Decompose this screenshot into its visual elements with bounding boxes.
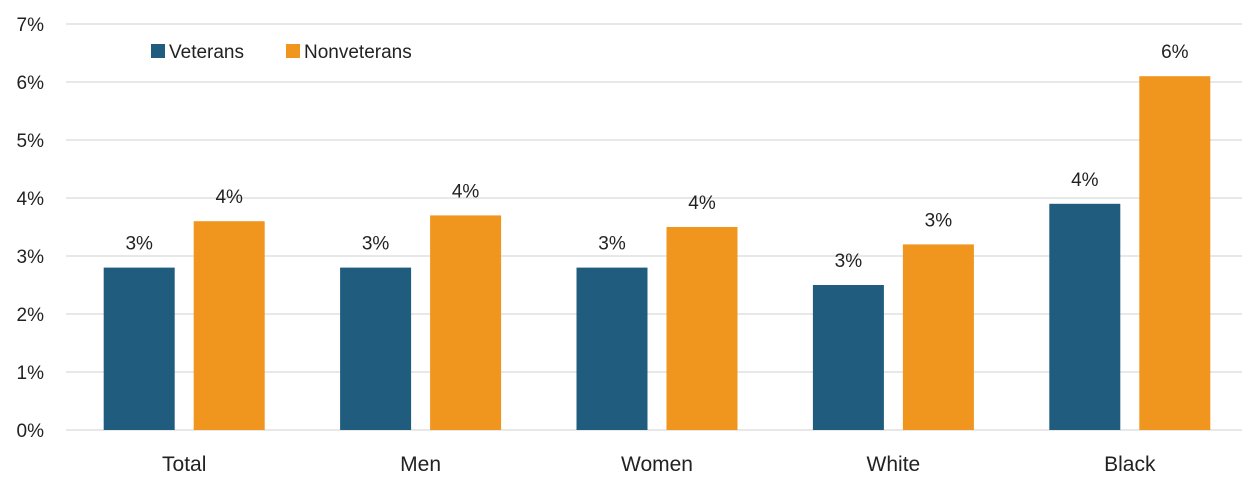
bar-veterans-men [340,267,412,430]
data-label: 4% [1071,170,1099,191]
y-tick-label: 2% [17,305,45,326]
y-tick-label: 1% [17,363,45,384]
legend-swatch-nonveterans [286,44,300,58]
bar-nonveterans-total [193,221,265,430]
bar-veterans-total [103,267,175,430]
data-label: 6% [1161,42,1189,63]
data-label: 3% [125,234,153,255]
y-axis-ticks: 0% 1% 2% 3% 4% 5% 6% 7% [17,15,45,442]
y-tick-label: 4% [17,189,45,210]
y-tick-label: 3% [17,247,45,268]
bar-nonveterans-black [1139,76,1211,430]
y-tick-label: 6% [17,73,45,94]
y-tick-label: 0% [17,421,45,442]
data-label: 3% [925,210,953,231]
data-labels: 3% 4% 3% 4% 3% 4% 3% 3% 4% 6% [125,42,1188,272]
data-label: 3% [835,251,863,272]
bar-nonveterans-women [666,227,738,430]
category-label: White [867,453,921,476]
x-axis-categories: Total Men Women White Black [162,453,1156,476]
bar-nonveterans-men [430,215,502,430]
legend-label-nonveterans: Nonveterans [304,42,412,63]
bars [103,76,1211,430]
bar-veterans-black [1049,203,1121,430]
category-label: Black [1104,453,1156,476]
bar-nonveterans-white [902,244,974,430]
y-tick-label: 7% [17,15,45,36]
data-label: 4% [688,193,716,214]
category-label: Men [400,453,441,476]
bar-veterans-white [812,285,884,430]
legend-swatch-veterans [151,44,165,58]
legend-label-veterans: Veterans [169,42,244,63]
data-label: 4% [452,181,480,202]
category-label: Total [162,453,206,476]
legend: Veterans Nonveterans [151,42,412,63]
data-label: 4% [215,187,243,208]
data-label: 3% [362,234,390,255]
bar-veterans-women [576,267,648,430]
y-tick-label: 5% [17,131,45,152]
data-label: 3% [598,234,626,255]
category-label: Women [621,453,693,476]
